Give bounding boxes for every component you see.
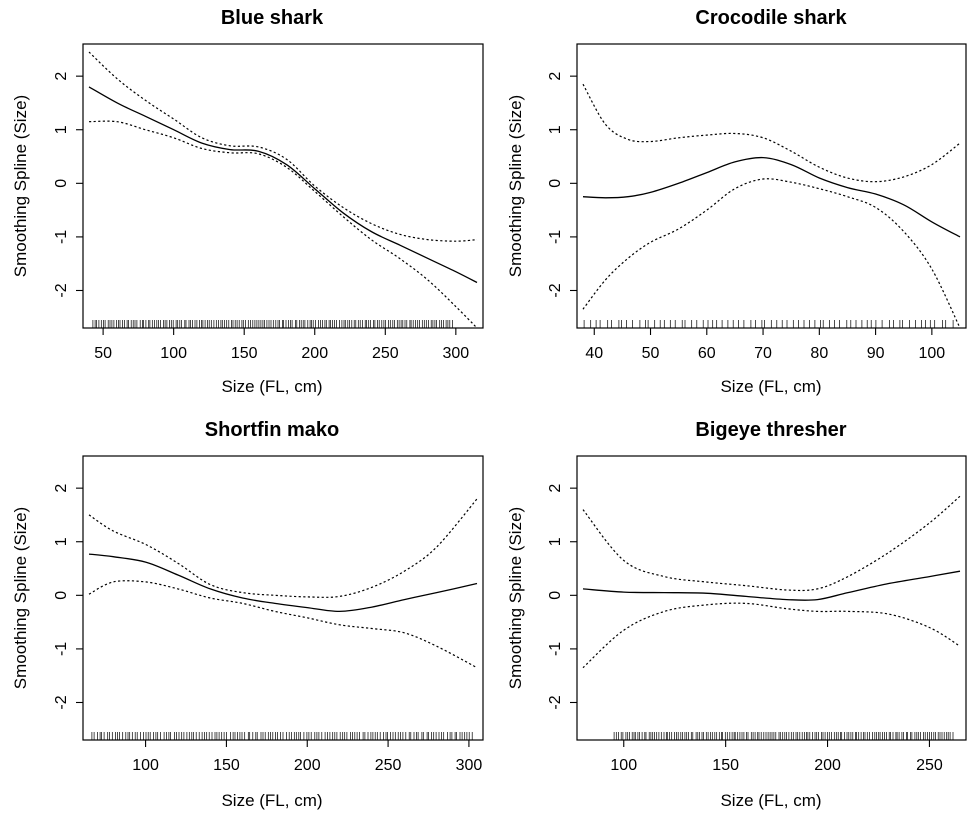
y-tick-label: -2 xyxy=(547,283,564,297)
y-tick-label: 2 xyxy=(547,484,564,493)
x-tick-label: 100 xyxy=(919,345,946,362)
panel-blue-shark: Blue shark Size (FL, cm) Smoothing Splin… xyxy=(11,7,484,396)
x-tick-label: 150 xyxy=(231,345,258,362)
y-tick-label: -2 xyxy=(547,695,564,709)
y-tick-label: 2 xyxy=(547,72,564,81)
y-tick-label: 1 xyxy=(53,537,70,546)
x-tick-label: 200 xyxy=(301,345,328,362)
confidence-band-upper xyxy=(582,83,961,183)
y-tick-label: -2 xyxy=(53,695,70,709)
confidence-band-lower xyxy=(582,602,961,669)
y-tick-label: 1 xyxy=(547,537,564,546)
panel-shortfin-mako: Shortfin mako Size (FL, cm) Smoothing Sp… xyxy=(11,419,484,810)
x-tick-label: 80 xyxy=(810,345,828,362)
panel-title: Bigeye thresher xyxy=(695,419,846,441)
y-tick-label: 0 xyxy=(53,591,70,600)
panel-crocodile-shark: Crocodile shark Size (FL, cm) Smoothing … xyxy=(506,7,967,396)
x-axis-label: Size (FL, cm) xyxy=(720,377,821,396)
x-tick-label: 150 xyxy=(712,757,739,774)
confidence-band-upper xyxy=(88,51,478,242)
plot-frame xyxy=(82,455,484,741)
confidence-band-lower xyxy=(582,178,961,329)
confidence-band-lower xyxy=(88,120,478,329)
x-tick-label: 90 xyxy=(867,345,885,362)
x-axis-label: Size (FL, cm) xyxy=(221,791,322,810)
plot-frame xyxy=(576,43,967,329)
x-tick-label: 300 xyxy=(456,757,483,774)
x-tick-label: 200 xyxy=(294,757,321,774)
x-tick-label: 70 xyxy=(754,345,772,362)
confidence-band-upper xyxy=(582,495,961,592)
y-axis-label: Smoothing Spline (Size) xyxy=(11,95,30,277)
y-tick-label: 1 xyxy=(53,125,70,134)
panel-bigeye-thresher: Bigeye thresher Size (FL, cm) Smoothing … xyxy=(506,419,967,810)
y-tick-label: 0 xyxy=(53,179,70,188)
x-tick-label: 100 xyxy=(610,757,637,774)
x-tick-label: 50 xyxy=(94,345,112,362)
x-tick-label: 100 xyxy=(160,345,187,362)
y-axis-label: Smoothing Spline (Size) xyxy=(11,507,30,689)
spline-fit-line xyxy=(88,553,478,613)
x-tick-label: 100 xyxy=(132,757,159,774)
y-tick-label: -1 xyxy=(53,230,70,244)
spline-fit-line xyxy=(582,570,961,601)
y-tick-label: 0 xyxy=(547,591,564,600)
y-tick-label: 0 xyxy=(547,179,564,188)
spline-fit-line xyxy=(88,86,478,284)
y-tick-label: 2 xyxy=(53,72,70,81)
y-axis-label: Smoothing Spline (Size) xyxy=(506,507,525,689)
confidence-band-upper xyxy=(88,498,478,598)
y-tick-label: -1 xyxy=(547,230,564,244)
x-tick-label: 200 xyxy=(814,757,841,774)
y-axis-label: Smoothing Spline (Size) xyxy=(506,95,525,277)
x-tick-label: 60 xyxy=(698,345,716,362)
x-tick-label: 300 xyxy=(442,345,469,362)
y-tick-label: 2 xyxy=(53,484,70,493)
x-tick-label: 40 xyxy=(585,345,603,362)
plot-frame xyxy=(576,455,967,741)
x-tick-label: 250 xyxy=(916,757,943,774)
x-axis-label: Size (FL, cm) xyxy=(720,791,821,810)
spline-fit-line xyxy=(582,156,961,238)
y-tick-label: 1 xyxy=(547,125,564,134)
confidence-band-lower xyxy=(88,580,478,669)
y-tick-label: -1 xyxy=(547,642,564,656)
panel-title: Blue shark xyxy=(221,7,324,29)
x-tick-label: 250 xyxy=(372,345,399,362)
panel-title: Crocodile shark xyxy=(695,7,847,29)
y-tick-label: -1 xyxy=(53,642,70,656)
plot-frame xyxy=(82,43,484,329)
x-tick-label: 150 xyxy=(213,757,240,774)
y-tick-label: -2 xyxy=(53,283,70,297)
x-tick-label: 250 xyxy=(375,757,402,774)
x-axis-label: Size (FL, cm) xyxy=(221,377,322,396)
x-tick-label: 50 xyxy=(642,345,660,362)
panel-title: Shortfin mako xyxy=(205,419,339,441)
